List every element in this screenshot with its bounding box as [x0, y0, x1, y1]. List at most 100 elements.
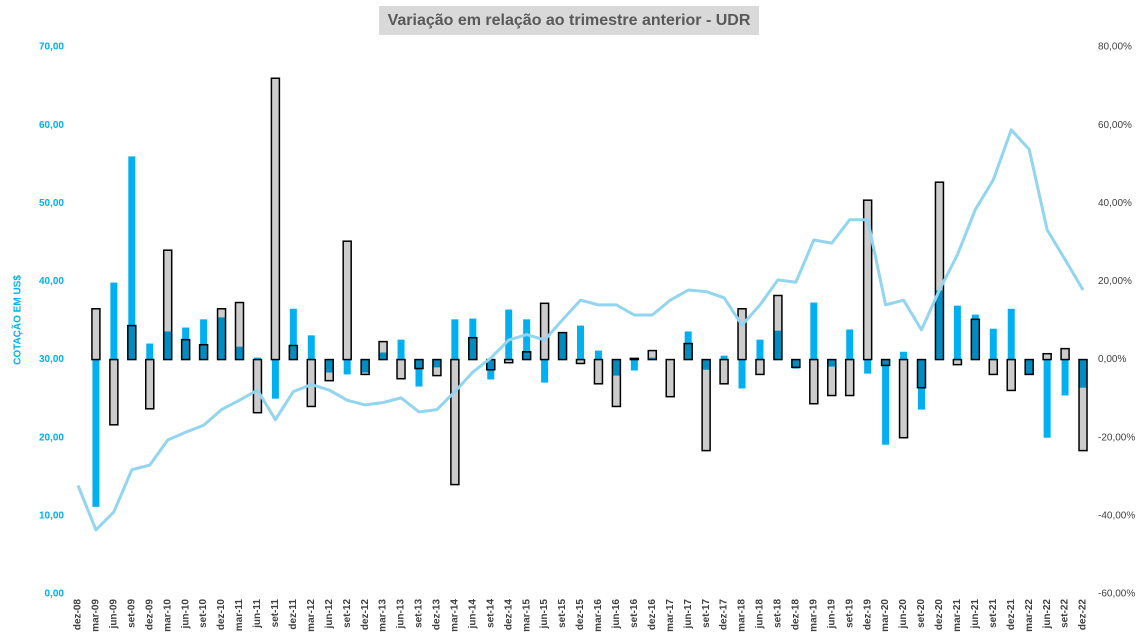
x-tick-label: jun-10	[180, 599, 191, 630]
bar	[737, 308, 747, 361]
x-tick-label: dez-19	[862, 599, 873, 631]
bar	[503, 358, 514, 364]
x-tick-label: dez-21	[1006, 599, 1017, 631]
bar	[324, 358, 334, 382]
bar	[307, 335, 315, 360]
bar	[630, 359, 638, 371]
bar	[719, 358, 729, 385]
bar	[900, 351, 908, 360]
bar	[702, 359, 710, 370]
bar	[559, 332, 567, 360]
x-tick-label: mar-19	[808, 599, 819, 632]
bar	[683, 342, 693, 361]
x-tick-label: set-10	[198, 599, 209, 628]
y2-tick-label: -60,00%	[1098, 589, 1135, 600]
bar	[270, 77, 281, 361]
y2-tick-label: 20,00%	[1098, 276, 1132, 287]
bar	[343, 359, 351, 375]
bar	[289, 308, 297, 360]
bar	[612, 359, 620, 376]
bar	[378, 340, 388, 361]
bar	[164, 331, 172, 360]
bar	[594, 350, 602, 360]
x-tick-label: jun-20	[898, 599, 909, 630]
bar	[379, 352, 387, 360]
bar	[450, 358, 460, 486]
x-tick-label: dez-13	[432, 599, 443, 631]
x-tick-label: mar-09	[91, 599, 102, 632]
bar	[557, 331, 568, 361]
bar	[1042, 352, 1052, 361]
x-tick-label: jun-13	[396, 599, 407, 630]
bar	[342, 240, 352, 361]
bar	[397, 339, 405, 360]
y-tick-label: 0,00	[45, 589, 65, 600]
bar	[469, 318, 477, 360]
bar	[414, 358, 424, 370]
bar	[523, 319, 531, 360]
bar	[1078, 358, 1088, 452]
bar	[773, 294, 783, 361]
x-tick-label: mar-17	[665, 599, 676, 632]
bar	[918, 359, 925, 410]
bar	[361, 359, 369, 373]
x-tick-label: set-21	[988, 599, 999, 628]
bar	[756, 339, 764, 360]
chart-title: Variação em relação ao trimestre anterio…	[388, 12, 751, 29]
bar	[970, 318, 981, 361]
x-tick-label: set-15	[557, 599, 568, 628]
bar	[882, 359, 890, 445]
bar	[433, 359, 441, 368]
bar	[864, 359, 872, 374]
bar	[1060, 347, 1070, 361]
x-tick-label: mar-16	[593, 599, 604, 632]
x-tick-label: dez-12	[360, 599, 371, 631]
bar	[539, 302, 550, 361]
x-tick-label: jun-16	[611, 599, 622, 630]
bar	[216, 308, 227, 361]
x-tick-label: dez-17	[719, 599, 730, 631]
bar	[701, 358, 711, 452]
bar	[325, 359, 333, 373]
bar	[880, 358, 891, 367]
bar	[1061, 359, 1069, 396]
x-tick-label: dez-14	[503, 599, 514, 631]
y2-tick-label: -20,00%	[1098, 432, 1135, 443]
bar	[415, 359, 423, 387]
bar	[92, 359, 100, 507]
bar	[828, 359, 836, 367]
bar	[846, 329, 854, 360]
x-tick-label: jun-17	[683, 599, 694, 630]
bar	[306, 358, 317, 408]
x-tick-label: dez-11	[288, 599, 299, 630]
x-tick-label: dez-18	[791, 599, 802, 631]
bar	[271, 359, 279, 399]
x-tick-label: set-09	[126, 599, 137, 628]
bar	[971, 314, 979, 360]
x-tick-label: set-16	[629, 599, 640, 628]
x-tick-label: set-18	[773, 599, 784, 628]
bar	[198, 343, 209, 361]
bar	[127, 324, 137, 361]
x-tick-label: set-22	[1060, 599, 1071, 628]
bar	[110, 282, 118, 360]
bar	[577, 325, 584, 360]
x-tick-label: jun-15	[539, 599, 550, 630]
bar	[665, 358, 675, 398]
bar	[91, 308, 101, 361]
x-tick-label: jun-19	[826, 599, 837, 630]
x-tick-label: set-20	[916, 599, 927, 628]
bar	[234, 301, 245, 361]
y-tick-label: 40,00	[39, 276, 64, 287]
bar	[521, 351, 532, 361]
y2-tick-label: 60,00%	[1098, 120, 1132, 131]
bar	[468, 336, 478, 361]
bar	[593, 358, 604, 385]
bar	[1006, 358, 1016, 392]
bar	[916, 358, 927, 389]
x-tick-label: jun-09	[109, 599, 120, 630]
bar	[145, 358, 155, 410]
x-tick-label: jun-22	[1042, 599, 1053, 630]
x-tick-label: mar-15	[521, 599, 532, 632]
bar	[128, 156, 136, 360]
